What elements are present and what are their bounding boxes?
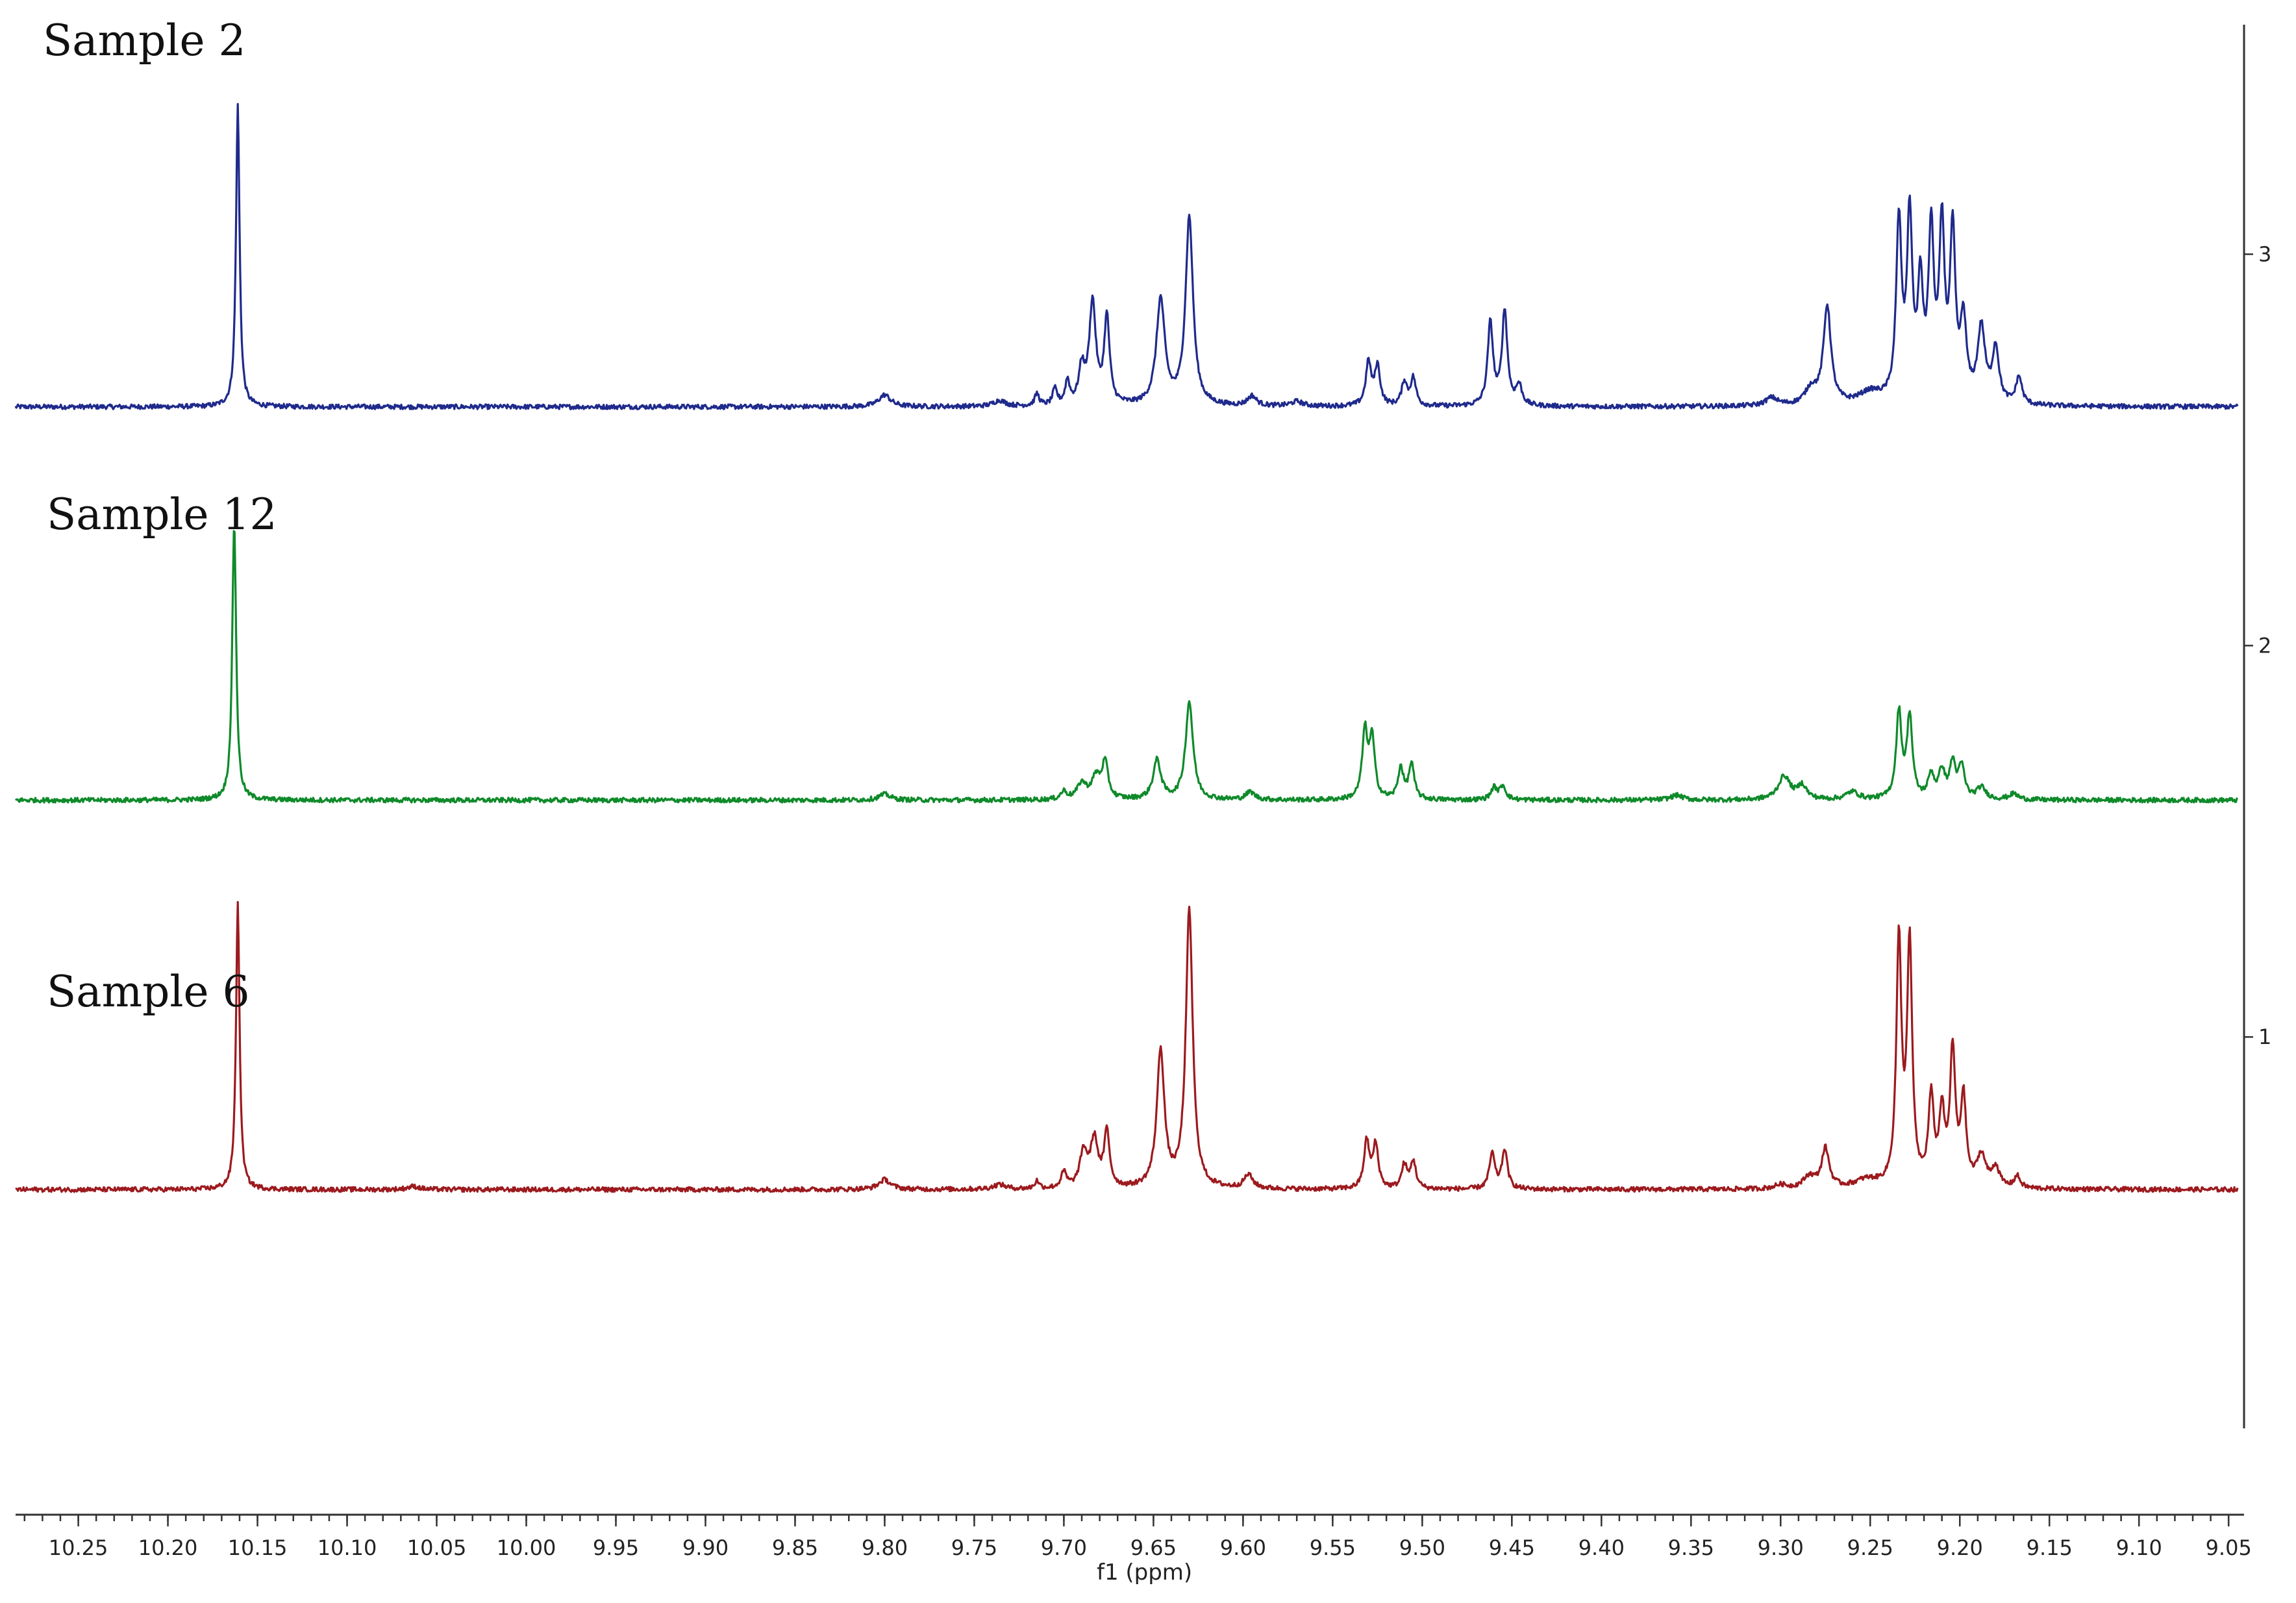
spectrum-line [14,530,2239,804]
series-label: Sample 6 [47,967,250,1017]
y-tick-label: 2 [2258,633,2271,658]
x-tick-label: 9.20 [1937,1535,1983,1560]
y-tick-label: 1 [2258,1025,2271,1049]
x-tick-label: 10.00 [497,1535,556,1560]
x-tick-label: 10.05 [407,1535,467,1560]
x-tick-label: 9.95 [593,1535,639,1560]
x-tick-label: 10.20 [138,1535,198,1560]
x-tick-label: 9.65 [1130,1535,1177,1560]
x-tick-label: 9.55 [1310,1535,1356,1560]
x-tick-label: 9.90 [682,1535,729,1560]
series-label: Sample 12 [47,490,277,540]
spectrum-sample-12 [14,530,2239,804]
x-tick-label: 10.15 [228,1535,288,1560]
x-tick-label: 9.25 [1847,1535,1893,1560]
spectrum-sample-2 [14,103,2239,410]
series-label: Sample 2 [43,16,246,66]
x-tick-label: 9.60 [1220,1535,1266,1560]
x-tick-label: 9.35 [1668,1535,1714,1560]
x-axis-title: f1 (ppm) [1097,1560,1192,1585]
x-tick-label: 9.15 [2027,1535,2073,1560]
x-tick-label: 9.70 [1041,1535,1087,1560]
x-tick-label: 10.10 [318,1535,377,1560]
y-tick-label: 3 [2258,242,2271,267]
x-tick-label: 9.40 [1578,1535,1625,1560]
x-tick-label: 9.50 [1399,1535,1445,1560]
x-tick-label: 9.80 [862,1535,908,1560]
x-tick-label: 9.85 [772,1535,818,1560]
spectra-layer [14,103,2239,1193]
y-axis-ticks: 3 2 1 [2244,242,2271,1049]
spectrum-line [15,901,2239,1193]
x-tick-label: 9.05 [2206,1535,2252,1560]
spectrum-sample-6 [15,901,2239,1193]
x-tick-label: 9.45 [1489,1535,1535,1560]
x-tick-label: 10.25 [49,1535,108,1560]
x-axis-ticks: 10.25 10.20 10.15 10.10 10.05 10.00 9.95 9.90 9.… [23,1515,2252,1560]
x-tick-label: 9.75 [951,1535,997,1560]
spectrum-line [14,103,2239,410]
x-tick-label: 9.30 [1758,1535,1804,1560]
sample-labels: Sample 2 Sample 12 Sample 6 [43,16,277,1017]
x-tick-label: 9.10 [2116,1535,2162,1560]
